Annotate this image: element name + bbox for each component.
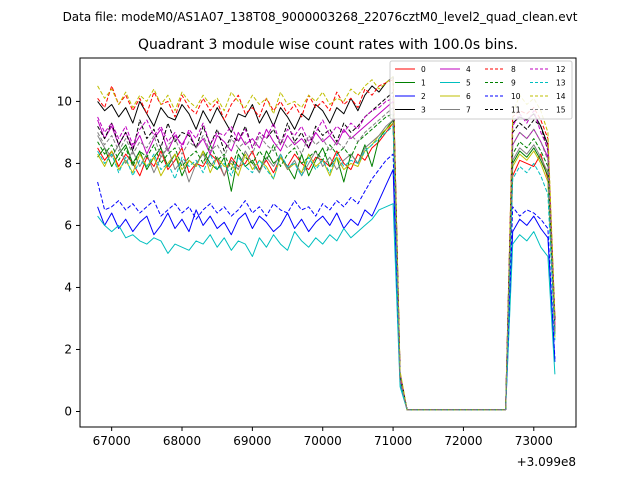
x-tick-label: 72000 <box>444 434 482 448</box>
series-line-12 <box>97 97 556 411</box>
legend-label-15: 15 <box>556 106 566 115</box>
legend-label-9: 9 <box>511 79 516 88</box>
x-tick-label: 69000 <box>233 434 271 448</box>
legend-label-8: 8 <box>511 65 516 74</box>
legend-label-7: 7 <box>466 106 471 115</box>
legend-label-10: 10 <box>511 92 521 101</box>
series-line-8 <box>97 79 556 411</box>
chart-suptitle: Data file: modeM0/AS1A07_138T08_90000032… <box>63 10 578 24</box>
legend-label-13: 13 <box>556 79 566 88</box>
y-tick-label: 6 <box>64 218 72 232</box>
y-tick-label: 10 <box>57 94 72 108</box>
legend-label-4: 4 <box>466 65 471 74</box>
legend-box <box>389 60 573 120</box>
y-tick-label: 8 <box>64 156 72 170</box>
legend-label-6: 6 <box>466 92 471 101</box>
y-tick-label: 0 <box>64 404 72 418</box>
x-tick-label: 71000 <box>374 434 412 448</box>
legend-label-14: 14 <box>556 92 566 101</box>
legend-label-12: 12 <box>556 65 566 74</box>
y-axis: 0 2 4 6 8 10 <box>57 94 80 418</box>
legend-label-11: 11 <box>511 106 521 115</box>
x-tick-label: 73000 <box>515 434 553 448</box>
y-tick-label: 4 <box>64 280 72 294</box>
legend-label-0: 0 <box>421 65 426 74</box>
x-axis: 67000 68000 69000 70000 71000 72000 73000 <box>93 427 553 448</box>
series-lines <box>97 76 556 411</box>
legend-label-3: 3 <box>421 106 426 115</box>
axes-frame <box>79 57 577 428</box>
x-axis-offset-label: +3.099e8 <box>517 455 576 469</box>
legend-label-2: 2 <box>421 92 426 101</box>
x-tick-label: 67000 <box>93 434 131 448</box>
x-tick-label: 68000 <box>163 434 201 448</box>
legend-label-5: 5 <box>466 79 471 88</box>
series-line-14 <box>97 76 556 411</box>
chart-title: Quadrant 3 module wise count rates with … <box>138 37 518 53</box>
series-line-15 <box>97 107 556 411</box>
legend-label-1: 1 <box>421 79 426 88</box>
y-tick-label: 2 <box>64 342 72 356</box>
x-tick-label: 70000 <box>304 434 342 448</box>
